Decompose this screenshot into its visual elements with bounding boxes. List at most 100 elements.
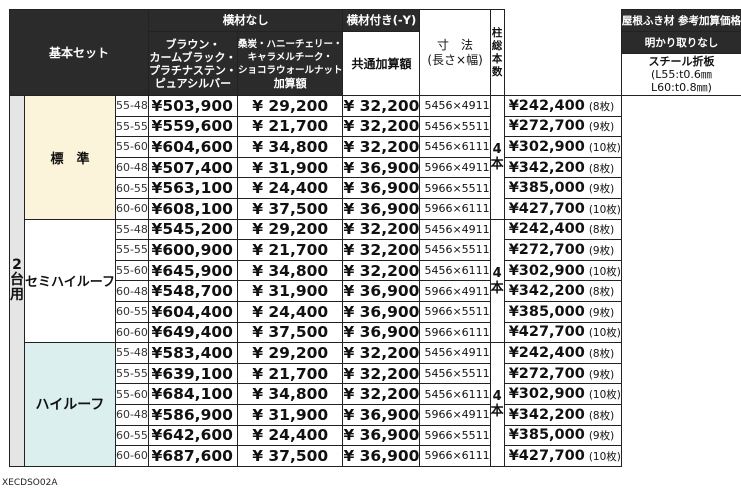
dims-cell: 5966×5511 (419, 300, 491, 323)
roof-price-cell: ¥302,900 (10枚) (503, 383, 622, 405)
common-add-cell: ¥ 36,900 (342, 321, 421, 344)
roof-sheet-count: (9枚) (588, 368, 615, 381)
color-add-cell: ¥ 29,200 (236, 218, 344, 241)
base-price-cell: ¥645,900 (147, 259, 238, 282)
base-price-cell: ¥687,600 (147, 445, 238, 467)
roof-price: ¥427,700 (508, 447, 585, 464)
common-add-cell: ¥ 32,200 (342, 362, 421, 385)
color-add-cell: ¥ 34,800 (236, 259, 344, 282)
common-add-cell: ¥ 32,200 (342, 115, 421, 138)
base-price-cell: ¥563,100 (147, 177, 238, 199)
dims-cell: 5966×6111 (419, 197, 491, 220)
color-b-line: キャラメルチーク・ (247, 51, 333, 63)
dims-cell: 5456×5511 (419, 362, 491, 385)
dims-title: 寸 法 (437, 37, 474, 52)
base-price-cell: ¥649,400 (147, 321, 238, 344)
table-row: 60-48 ¥548,700 ¥ 31,900 ¥ 36,900 5966×4911 ¥3… (10, 280, 741, 302)
base-price-cell: ¥583,400 (147, 342, 238, 364)
roof-sheet-count: (8枚) (588, 224, 615, 237)
table-row: 60-55 ¥604,400 ¥ 24,400 ¥ 36,900 5966×5511 ¥3… (10, 300, 741, 323)
color-a-header: ブラウン・ カームブラック・ プラチナステン・ ピュアシルバー (147, 31, 238, 96)
table-row: 60-60 ¥608,100 ¥ 37,500 ¥ 36,900 5966×6111 ¥4… (10, 197, 741, 220)
base-price-cell: ¥586,900 (147, 403, 238, 426)
roof-sheet-count: (8枚) (588, 100, 615, 113)
model-cell: 60-60 (114, 197, 149, 220)
roof-price-cell: ¥342,200 (8枚) (503, 156, 622, 179)
common-add-cell: ¥ 32,200 (342, 383, 421, 405)
color-a-line: ブラウン・ (165, 37, 221, 51)
roof-price-cell: ¥242,400 (8枚) (503, 342, 622, 364)
base-price-cell: ¥639,100 (147, 362, 238, 385)
model-cell: 60-60 (114, 445, 149, 467)
roof-price: ¥385,000 (508, 427, 585, 444)
color-add-cell: ¥ 24,400 (236, 177, 344, 199)
roof-spec: L60:t0.8㎜) (651, 81, 712, 94)
common-add-cell: ¥ 36,900 (342, 177, 421, 199)
table-row: 60-60 ¥649,400 ¥ 37,500 ¥ 36,900 5966×6111 ¥4… (10, 321, 741, 344)
base-price-cell: ¥507,400 (147, 156, 238, 179)
roof-price-cell: ¥302,900 (10枚) (503, 259, 622, 282)
model-cell: 60-48 (114, 156, 149, 179)
model-cell: 55-55 (114, 115, 149, 138)
color-add-cell: ¥ 34,800 (236, 136, 344, 158)
model-cell: 55-48 (114, 95, 149, 117)
column-gap (503, 9, 622, 96)
model-cell: 55-55 (114, 239, 149, 261)
roof-sheet-count: (9枚) (588, 121, 615, 134)
color-a-line: プラチナステン・ (148, 63, 237, 77)
color-add-cell: ¥ 31,900 (236, 156, 344, 179)
common-add-cell: ¥ 32,200 (342, 259, 421, 282)
roof-sheet-count: (10枚) (588, 203, 621, 216)
base-set-header: 基本セット (9, 9, 149, 96)
color-add-cell: ¥ 21,700 (236, 115, 344, 138)
roof-sheet-count: (8枚) (588, 162, 615, 175)
roof-sheet-count: (8枚) (588, 347, 615, 360)
model-cell: 60-55 (114, 177, 149, 199)
roof-price: ¥385,000 (508, 180, 585, 197)
roof-price-cell: ¥427,700 (10枚) (503, 321, 622, 344)
roof-price: ¥242,400 (508, 97, 585, 114)
model-cell: 55-55 (114, 362, 149, 385)
dims-cell: 5456×4911 (419, 95, 491, 117)
common-add-cell: ¥ 36,900 (342, 445, 421, 467)
common-add-cell: ¥ 36,900 (342, 156, 421, 179)
roof-price-cell: ¥427,700 (10枚) (503, 445, 622, 467)
base-price-cell: ¥545,200 (147, 218, 238, 241)
color-add-cell: ¥ 37,500 (236, 445, 344, 467)
price-table: 基本セット 横材なし 横材付き(-Y) 寸 法 (長さ×幅) 柱 総 本 数 屋… (9, 9, 741, 467)
common-add-cell: ¥ 36,900 (342, 197, 421, 220)
table-row: 60-60 ¥687,600 ¥ 37,500 ¥ 36,900 5966×6111 ¥4… (10, 445, 741, 467)
roof-price: ¥427,700 (508, 200, 585, 217)
roof-price-cell: ¥385,000 (9枚) (503, 424, 622, 447)
table-row: 55-55 ¥600,900 ¥ 21,700 ¥ 32,200 5456×5511 ¥2… (10, 239, 741, 261)
table-row: 60-55 ¥642,600 ¥ 24,400 ¥ 36,900 5966×5511 ¥3… (10, 424, 741, 447)
roof-sheet-count: (9枚) (588, 430, 615, 443)
dims-cell: 5456×5511 (419, 239, 491, 261)
color-add-cell: ¥ 37,500 (236, 197, 344, 220)
dims-sub: (長さ×幅) (427, 52, 483, 67)
color-add-cell: ¥ 24,400 (236, 300, 344, 323)
roof-sheet-count: (10枚) (588, 450, 621, 463)
pillar-count-char: 4 (492, 389, 502, 405)
color-add-cell: ¥ 24,400 (236, 424, 344, 447)
base-price-cell: ¥604,400 (147, 300, 238, 323)
table-row: 55-60 ¥604,600 ¥ 34,800 ¥ 32,200 5456×6111 ¥3… (10, 136, 741, 158)
no-crossbar-header: 横材なし (147, 9, 344, 32)
pillars-char: 本 (491, 52, 503, 65)
with-crossbar-header: 横材付き(-Y) (342, 9, 421, 32)
roof-price-cell: ¥342,200 (8枚) (503, 403, 622, 426)
color-b-line: ショコラウォールナット (237, 64, 343, 76)
roof-price: ¥302,900 (508, 386, 585, 403)
color-b-header: 桑炭・ハニーチェリー・ キャラメルチーク・ ショコラウォールナット 加算額 (236, 31, 344, 96)
base-price-cell: ¥559,600 (147, 115, 238, 138)
roof-price: ¥242,400 (508, 221, 585, 238)
roof-material: スチール折板 (648, 55, 715, 68)
base-price-cell: ¥600,900 (147, 239, 238, 261)
roof-sheet-count: (10枚) (588, 265, 621, 278)
table-row: 60-48 ¥586,900 ¥ 31,900 ¥ 36,900 5966×4911 ¥3… (10, 403, 741, 426)
roof-price-cell: ¥242,400 (8枚) (503, 95, 622, 117)
color-add-cell: ¥ 34,800 (236, 383, 344, 405)
